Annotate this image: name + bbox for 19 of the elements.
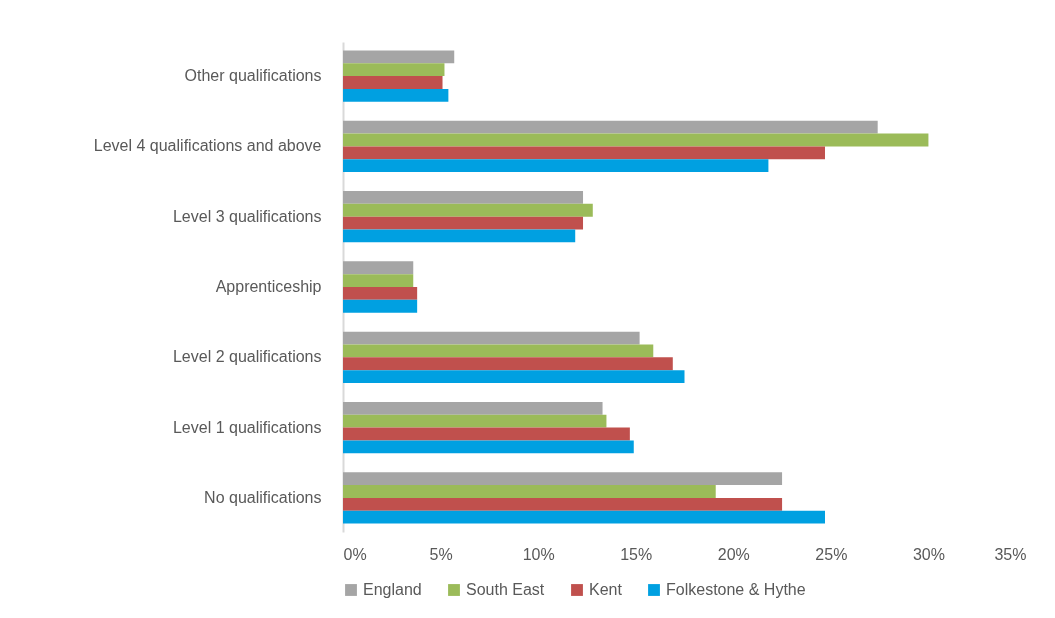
x-tick-label: 30% xyxy=(912,545,945,563)
x-tick-label: 25% xyxy=(815,545,848,563)
x-tick-label: 10% xyxy=(522,545,555,563)
y-tick-label: No qualifications xyxy=(204,488,322,506)
x-tick-label: 5% xyxy=(429,545,453,563)
x-tick-label: 0% xyxy=(343,545,367,563)
y-tick-label: Level 3 qualifications xyxy=(172,207,322,225)
x-tick-label: 35% xyxy=(994,545,1027,563)
y-tick-label: Level 4 qualifications and above xyxy=(93,137,322,155)
y-tick-label: Level 1 qualifications xyxy=(172,418,322,436)
legend-label: Folkestone & Hythe xyxy=(666,581,806,598)
y-tick-label: Apprenticeship xyxy=(215,278,322,295)
legend-label: Kent xyxy=(589,581,623,598)
y-tick-label: Level 2 qualifications xyxy=(172,348,322,366)
x-tick-label: 15% xyxy=(620,545,653,563)
y-tick-label: Other qualifications xyxy=(184,67,322,85)
legend-label: South East xyxy=(466,581,545,598)
x-tick-label: 20% xyxy=(717,545,750,563)
legend-label: England xyxy=(363,581,422,598)
